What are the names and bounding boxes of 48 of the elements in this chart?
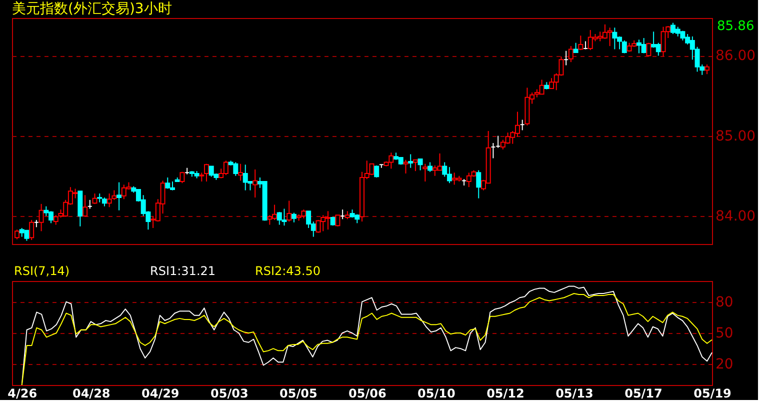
candlestick <box>374 164 380 178</box>
x-tick-label: 05/03 <box>210 386 248 400</box>
x-tick-label: 05/13 <box>556 386 594 400</box>
candlestick <box>252 168 258 198</box>
text: 85.86 <box>717 19 754 34</box>
candlestick <box>92 193 98 204</box>
candlestick <box>14 229 20 240</box>
candlestick <box>238 163 244 182</box>
candlestick <box>412 159 418 172</box>
x-tick-label: 05/19 <box>694 386 732 400</box>
candlestick <box>291 212 296 223</box>
x-tick-label: 05/05 <box>280 386 318 400</box>
x-tick-label: 05/17 <box>624 386 662 400</box>
y-tick-label: 50 <box>716 326 734 342</box>
candlestick <box>428 162 433 172</box>
chart-title: 美元指数(外汇交易)3小时 <box>12 1 172 17</box>
candlestick <box>82 194 88 216</box>
x-tick-label: 4/26 <box>8 386 38 400</box>
x-tick-label: 05/12 <box>486 386 524 400</box>
text: RSI(7,14) <box>14 264 70 278</box>
candlestick <box>578 35 584 51</box>
candlestick <box>573 42 578 53</box>
candlestick <box>422 163 428 182</box>
candlestick <box>335 214 340 227</box>
y-tick-label: 20 <box>716 356 734 373</box>
candlestick <box>403 159 408 174</box>
candlestick <box>286 200 292 222</box>
x-tick-label: 05/10 <box>418 386 456 400</box>
candlestick <box>704 64 710 75</box>
candlestick <box>568 46 574 63</box>
text: RSI1:31.21 <box>150 264 216 278</box>
candlestick <box>204 163 210 182</box>
candlestick <box>116 182 122 211</box>
y-tick-label: 86.00 <box>716 48 756 64</box>
y-tick-label: 80 <box>716 294 734 310</box>
text: RSI2:43.50 <box>255 264 321 278</box>
candlestick <box>646 42 652 57</box>
x-tick-label: 04/28 <box>72 386 110 400</box>
candlestick <box>476 170 482 199</box>
x-tick-label: 05/06 <box>348 386 386 400</box>
candlestick <box>418 158 423 171</box>
y-tick-label: 85.00 <box>716 128 756 144</box>
candlestick <box>622 40 627 54</box>
candlestick <box>29 219 34 240</box>
y-tick-label: 84.00 <box>716 208 756 224</box>
x-tick-label: 04/29 <box>141 386 180 400</box>
candlestick <box>38 203 44 232</box>
candlestick <box>408 154 414 168</box>
